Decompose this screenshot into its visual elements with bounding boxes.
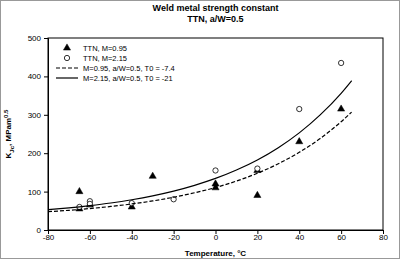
legend-label: M=0.95, a/W=0.5, T0 = -7.4 <box>83 64 175 73</box>
tick-mark <box>44 115 48 116</box>
marker <box>255 166 260 171</box>
point <box>76 187 83 193</box>
point <box>213 168 218 173</box>
point <box>149 172 156 178</box>
tick: -80 <box>43 230 55 242</box>
tick: 400 <box>28 72 48 81</box>
tick-label: -20 <box>168 233 180 242</box>
chart: -80 -60 -40 -20 0 20 40 60 80 0 100 200 300 400 500 TTN… <box>0 0 400 259</box>
marker <box>338 105 345 111</box>
tick-mark <box>44 38 48 39</box>
tick-label: 100 <box>28 188 42 197</box>
legend-swatch <box>64 55 69 60</box>
tick-label: -80 <box>43 233 55 242</box>
marker <box>296 138 303 144</box>
tick-label: 0 <box>37 226 42 235</box>
legend-label: TTN, M=2.15 <box>83 54 127 63</box>
tick-label: 200 <box>28 149 42 158</box>
plot-frame <box>48 38 383 230</box>
marker <box>297 106 302 111</box>
tick: -20 <box>168 230 180 242</box>
tick: 300 <box>28 111 48 120</box>
marker <box>212 180 219 186</box>
tick: 40 <box>295 230 304 242</box>
tick-mark <box>44 153 48 154</box>
point <box>212 180 219 186</box>
legend-entry: M=0.95, a/W=0.5, T0 = -7.4 <box>56 64 175 73</box>
tick: 20 <box>253 230 262 242</box>
tick-label: 80 <box>379 233 388 242</box>
marker <box>213 168 218 173</box>
x-axis-title: Temperature, °C <box>185 249 247 258</box>
legend-marker <box>63 44 70 50</box>
legend-swatch <box>56 77 78 78</box>
tick-mark <box>44 230 48 231</box>
legend-swatch <box>56 67 78 68</box>
plot: -80 -60 -40 -20 0 20 40 60 80 0 100 200 300 400 500 TTN… <box>28 34 389 242</box>
marker <box>338 60 343 65</box>
point <box>254 191 261 197</box>
tick: -60 <box>85 230 97 242</box>
tick-mark <box>44 76 48 77</box>
tick-label: -60 <box>85 233 97 242</box>
tick: 80 <box>379 230 388 242</box>
tick-label: 20 <box>253 233 262 242</box>
legend-entry: TTN, M=2.15 <box>64 54 127 63</box>
y-axis-title: KJc, MPam0.5 <box>3 109 15 158</box>
background <box>1 1 400 259</box>
legend-swatch <box>63 44 70 50</box>
point <box>338 105 345 111</box>
tick: 100 <box>28 188 48 197</box>
tick: -40 <box>126 230 138 242</box>
tick-label: 40 <box>295 233 304 242</box>
tick: 0 <box>214 230 219 242</box>
marker <box>254 191 261 197</box>
curve <box>48 81 352 210</box>
tick-label: 500 <box>28 34 42 43</box>
x-axis: -80 -60 -40 -20 0 20 40 60 80 <box>43 230 389 242</box>
y-axis-title-part: 0.5 <box>3 109 9 118</box>
tick-label: 60 <box>337 233 346 242</box>
legend-label: TTN, M=0.95 <box>83 44 127 53</box>
tick-label: 400 <box>28 72 42 81</box>
legend-label: M=2.15, a/W=0.5, T0 = -21 <box>83 74 173 83</box>
data-area <box>48 60 352 211</box>
tick: 0 <box>37 226 48 235</box>
point <box>297 106 302 111</box>
tick: 200 <box>28 149 48 158</box>
tick-label: -40 <box>126 233 138 242</box>
marker <box>76 187 83 193</box>
legend-entry: TTN, M=0.95 <box>63 44 127 53</box>
y-axis-title-part: , MPam <box>4 118 13 146</box>
legend-entry: M=2.15, a/W=0.5, T0 = -21 <box>56 74 173 83</box>
y-axis: 0 100 200 300 400 500 <box>28 34 49 235</box>
axis-line <box>44 39 49 231</box>
tick-mark <box>44 192 48 193</box>
legend-marker <box>64 55 69 60</box>
tick: 500 <box>28 34 48 43</box>
tick: 60 <box>337 230 346 242</box>
point <box>296 138 303 144</box>
title: Weld metal strength constant <box>153 3 279 13</box>
point <box>338 60 343 65</box>
tick-label: 0 <box>214 233 219 242</box>
marker <box>149 172 156 178</box>
point <box>255 166 260 171</box>
subtitle: TTN, a/W=0.5 <box>187 14 243 24</box>
legend: TTN, M=0.95TTN, M=2.15M=0.95, a/W=0.5, T… <box>56 44 175 83</box>
tick-label: 300 <box>28 111 42 120</box>
